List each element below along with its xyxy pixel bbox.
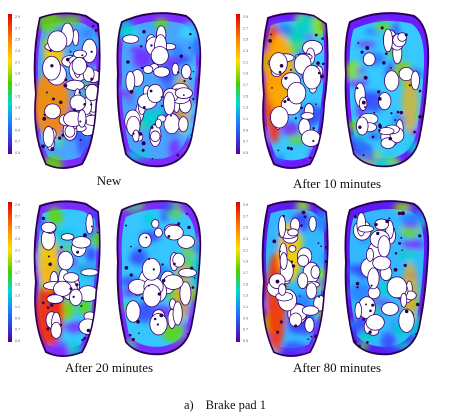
scale-tick-label: 2.1 [243, 248, 248, 252]
right-pad-map [116, 12, 202, 168]
scale-tick-label: 1.9 [243, 72, 248, 76]
scale-tick-label: 0.9 [243, 128, 248, 132]
scale-tick-label: 2.3 [243, 49, 248, 53]
panel-new: 2.9 2.7 2.5 2.3 2.1 1.9 1.7 1.5 1.3 1.1 0.9 0.7 0.5 [2, 4, 216, 172]
scale-tick-label: 2.5 [15, 38, 20, 42]
right-pad-map [344, 200, 430, 356]
scale-tick-label: 1.5 [15, 94, 20, 98]
panel-caption-new: New [96, 173, 122, 188]
panel-caption-10min: After 10 minutes [292, 176, 382, 191]
scale-tick-label: 0.5 [15, 339, 20, 343]
scale-tick-label: 0.5 [243, 151, 248, 155]
scale-tick-label: 1.5 [15, 282, 20, 286]
scale-tick-label: 0.7 [243, 328, 248, 332]
right-pad-map [344, 12, 430, 168]
scale-tick-label: 1.3 [243, 106, 248, 110]
scale-tick-label: 0.9 [243, 316, 248, 320]
scale-tick-label: 1.5 [243, 282, 248, 286]
scale-tick-label: 2.9 [243, 203, 248, 207]
figure-caption: a) Brake pad 1 [0, 398, 450, 413]
scale-tick-label: 1.1 [15, 305, 20, 309]
scale-tick-label: 1.9 [15, 260, 20, 264]
scale-tick-label: 2.1 [243, 60, 248, 64]
panel-caption-80min: After 80 minutes [292, 360, 382, 375]
scale-tick-label: 2.3 [243, 237, 248, 241]
left-pad-map [33, 12, 101, 169]
no-contact-regions [354, 28, 420, 149]
no-contact-regions [40, 213, 99, 339]
scale-tick-label: 0.7 [15, 140, 20, 144]
left-pad-map [261, 12, 329, 169]
scale-tick-label: 2.1 [15, 60, 20, 64]
scale-tick-label: 2.5 [243, 38, 248, 42]
right-pad-map [116, 200, 202, 356]
scale-tick-label: 1.3 [15, 106, 20, 110]
scale-tick-label: 1.3 [243, 294, 248, 298]
scale-tick-label: 1.9 [15, 72, 20, 76]
panel-10min: 2.9 2.7 2.5 2.3 2.1 1.9 1.7 1.5 1.3 1.1 0.9 0.7 0.5 [230, 4, 444, 172]
scale-tick-label: 1.7 [15, 83, 20, 87]
figure-caption-label: a) [183, 398, 194, 412]
scale-tick-label: 0.9 [15, 128, 20, 132]
scale-tick-label: 1.7 [243, 83, 248, 87]
color-scale: 2.9 2.7 2.5 2.3 2.1 1.9 1.7 1.5 1.3 1.1 0.9 0.7 0.5 [8, 202, 20, 343]
scale-tick-label: 0.5 [15, 151, 20, 155]
scale-tick-label: 2.7 [15, 26, 20, 30]
left-pad-map [261, 200, 329, 357]
panel-20min: 2.9 2.7 2.5 2.3 2.1 1.9 1.7 1.5 1.3 1.1 0.9 0.7 0.5 [2, 192, 216, 360]
panel-caption-20min: After 20 minutes [64, 360, 154, 375]
no-contact-regions [352, 212, 417, 336]
scale-tick-label: 2.9 [15, 203, 20, 207]
no-contact-regions [42, 22, 100, 151]
scale-tick-label: 1.9 [243, 260, 248, 264]
scale-tick-label: 0.9 [15, 316, 20, 320]
scale-tick-label: 0.7 [243, 140, 248, 144]
scale-tick-label: 2.5 [15, 226, 20, 230]
no-contact-regions [267, 40, 324, 147]
pressure-map-10min: 2.9 2.7 2.5 2.3 2.1 1.9 1.7 1.5 1.3 1.1 0.9 0.7 0.5 [236, 12, 430, 169]
scale-tick-label: 2.9 [243, 15, 248, 19]
scale-tick-label: 1.3 [15, 294, 20, 298]
scale-tick-label: 0.5 [243, 339, 248, 343]
scale-tick-label: 2.3 [15, 49, 20, 53]
scale-tick-label: 1.7 [243, 271, 248, 275]
figure-caption-text: Brake pad 1 [205, 398, 267, 412]
scale-tick-label: 1.1 [243, 117, 248, 121]
pressure-map-new: 2.9 2.7 2.5 2.3 2.1 1.9 1.7 1.5 1.3 1.1 0.9 0.7 0.5 [8, 12, 202, 169]
scale-tick-label: 1.1 [15, 117, 20, 121]
scale-tick-label: 2.7 [243, 26, 248, 30]
scale-tick-label: 2.7 [15, 214, 20, 218]
color-scale: 2.9 2.7 2.5 2.3 2.1 1.9 1.7 1.5 1.3 1.1 0.9 0.7 0.5 [236, 202, 248, 343]
scale-tick-label: 2.7 [243, 214, 248, 218]
scale-tick-label: 2.9 [15, 15, 20, 19]
scale-tick-label: 2.1 [15, 248, 20, 252]
color-scale: 2.9 2.7 2.5 2.3 2.1 1.9 1.7 1.5 1.3 1.1 0.9 0.7 0.5 [8, 14, 20, 155]
scale-tick-label: 2.3 [15, 237, 20, 241]
scale-tick-label: 1.5 [243, 94, 248, 98]
pressure-map-20min: 2.9 2.7 2.5 2.3 2.1 1.9 1.7 1.5 1.3 1.1 0.9 0.7 0.5 [8, 200, 202, 357]
scale-tick-label: 2.5 [243, 226, 248, 230]
left-pad-map [33, 200, 101, 357]
color-scale: 2.9 2.7 2.5 2.3 2.1 1.9 1.7 1.5 1.3 1.1 0.9 0.7 0.5 [236, 14, 248, 155]
pressure-map-80min: 2.9 2.7 2.5 2.3 2.1 1.9 1.7 1.5 1.3 1.1 0.9 0.7 0.5 [236, 200, 430, 357]
scale-tick-label: 1.1 [243, 305, 248, 309]
panel-80min: 2.9 2.7 2.5 2.3 2.1 1.9 1.7 1.5 1.3 1.1 0.9 0.7 0.5 [230, 192, 444, 360]
scale-tick-label: 0.7 [15, 328, 20, 332]
scale-tick-label: 1.7 [15, 271, 20, 275]
